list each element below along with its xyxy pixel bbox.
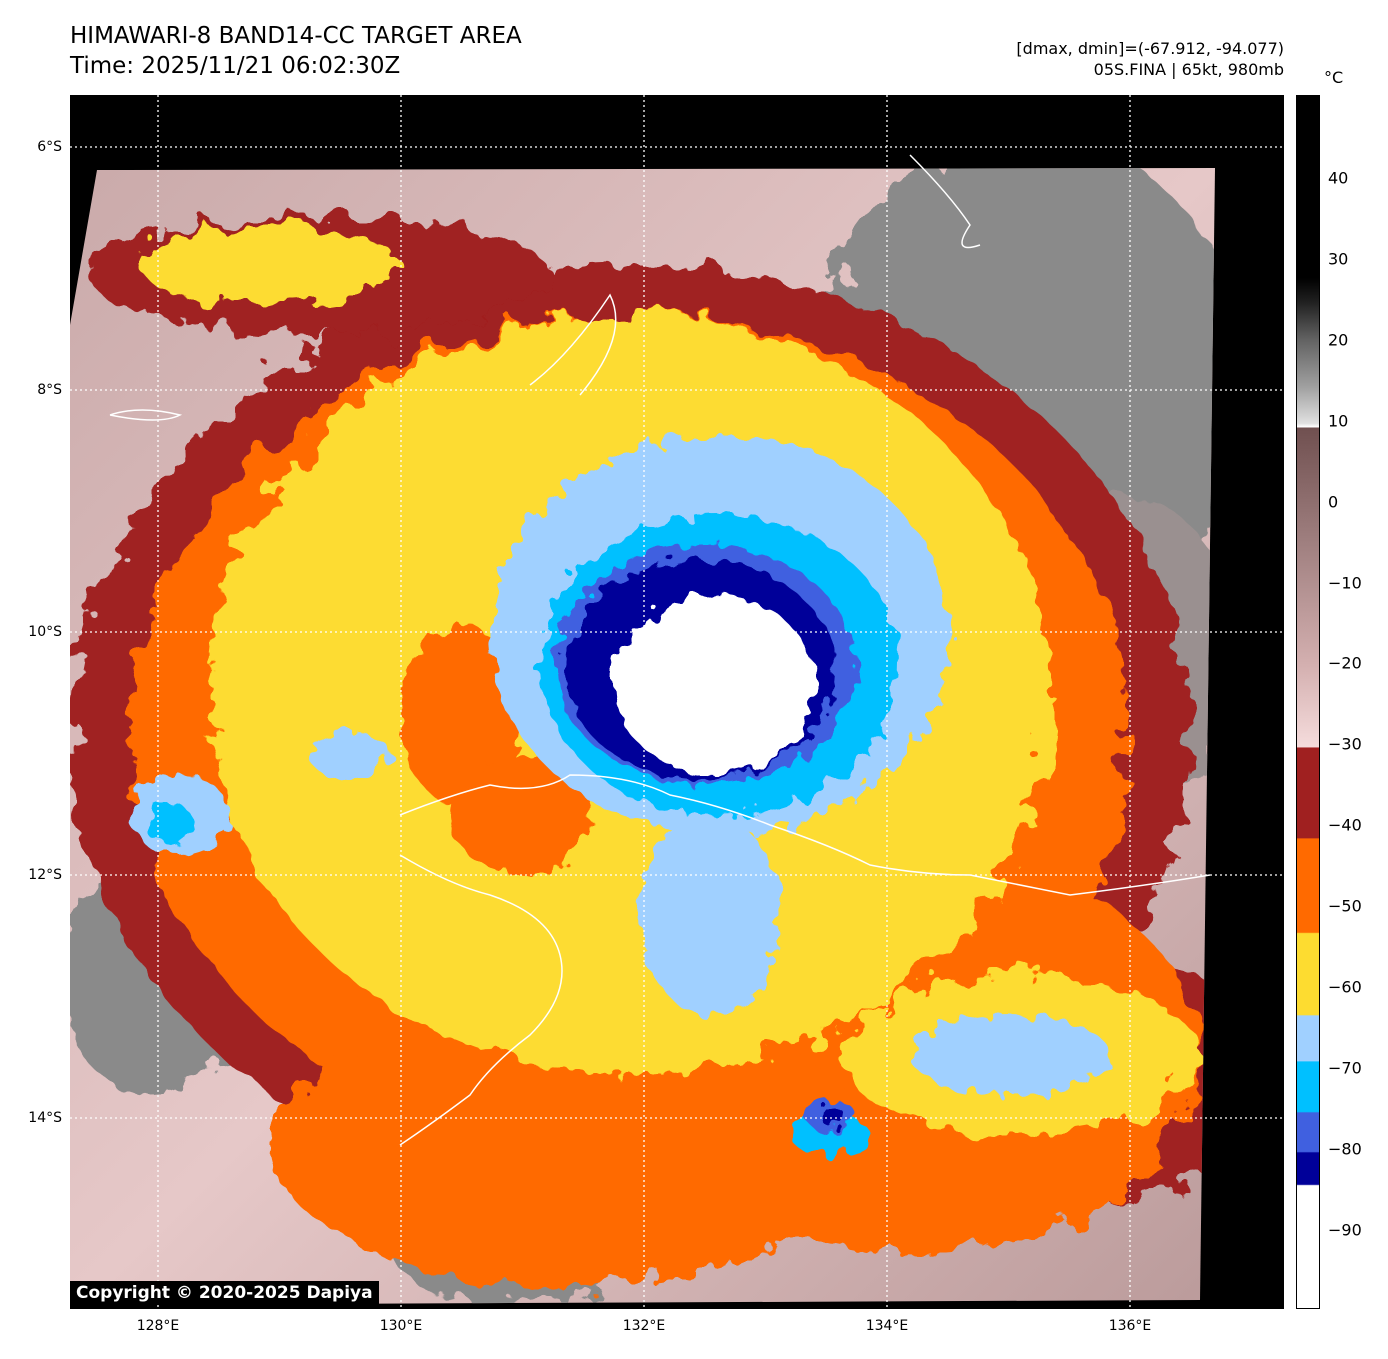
colorbar-tick-label: −80	[1328, 1139, 1362, 1159]
colorbar-tick-label: −60	[1328, 977, 1362, 997]
dmax-dmin-label: [dmax, dmin]=(-67.912, -94.077)	[1016, 39, 1284, 58]
colorbar-unit: °C	[1324, 68, 1344, 87]
colorbar-tick-label: −10	[1328, 573, 1362, 592]
lat-label: 6°S	[37, 139, 62, 155]
colorbar-tick-label: −40	[1328, 815, 1362, 835]
lon-label: 130°E	[379, 1318, 423, 1334]
lon-label: 132°E	[622, 1318, 666, 1334]
graticule	[70, 95, 1284, 1309]
figure-time: Time: 2025/11/21 06:02:30Z	[70, 53, 401, 79]
lat-label: 12°S	[28, 867, 62, 883]
lat-label: 14°S	[28, 1110, 62, 1126]
lat-label: 8°S	[37, 382, 62, 398]
lon-label: 128°E	[136, 1318, 180, 1334]
colorbar-tick-label: −20	[1328, 653, 1362, 673]
satellite-map	[70, 95, 1284, 1309]
colorbar-tick-label: 10	[1328, 411, 1349, 431]
colorbar-tick-label: −30	[1328, 734, 1362, 754]
colorbar-tick-label: −70	[1328, 1058, 1362, 1078]
copyright-label: Copyright © 2020-2025 Dapiya	[70, 1281, 379, 1305]
lon-label: 136°E	[1108, 1318, 1152, 1334]
colorbar-tick-label: −50	[1328, 896, 1362, 916]
colorbar	[1296, 95, 1320, 1309]
storm-label: 05S.FINA | 65kt, 980mb	[1093, 60, 1284, 79]
lon-label: 134°E	[865, 1318, 909, 1334]
coldest-cloud-tops	[615, 595, 815, 775]
colorbar-tick-label: −90	[1328, 1220, 1362, 1240]
colorbar-tick-label: 20	[1328, 330, 1349, 350]
colorbar-tick-label: 30	[1328, 249, 1349, 269]
colorbar-tick-label: 40	[1328, 168, 1349, 188]
lat-label: 10°S	[28, 624, 62, 640]
coastlines	[109, 154, 1211, 1146]
figure-title: HIMAWARI-8 BAND14-CC TARGET AREA	[70, 23, 522, 49]
colorbar-tick-label: 0	[1328, 492, 1339, 512]
